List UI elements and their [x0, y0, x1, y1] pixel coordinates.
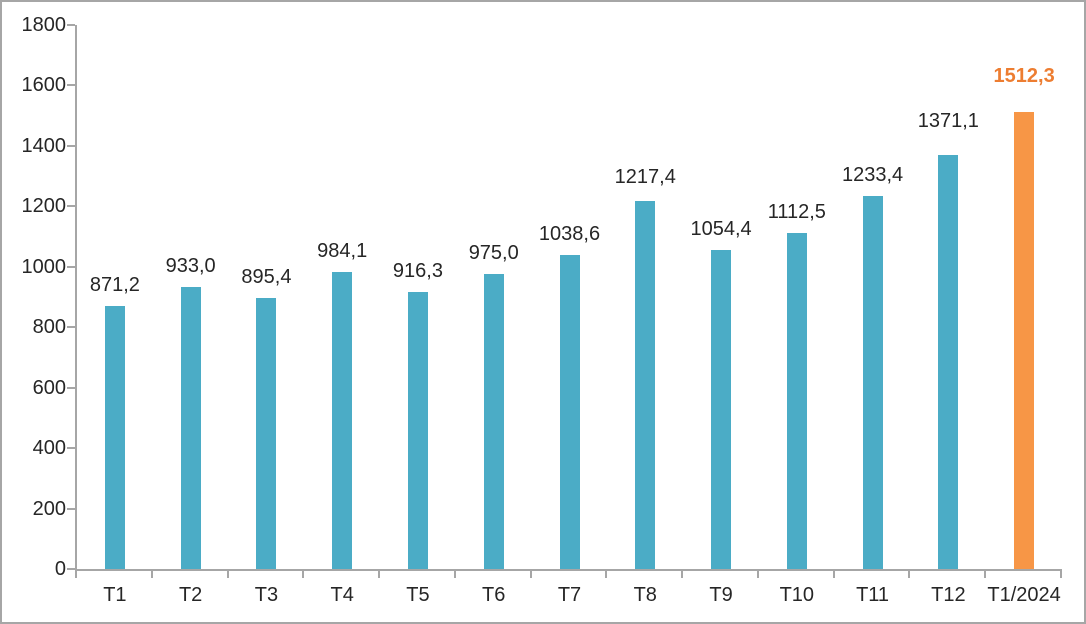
data-label-t1: 871,2 — [89, 273, 140, 296]
x-axis-label-t1-2024: T1/2024 — [987, 584, 1061, 606]
bar-t7 — [559, 255, 580, 569]
y-tick-label: 0 — [54, 558, 66, 580]
y-tick-label: 1600 — [21, 74, 67, 97]
data-label-t4: 984,1 — [317, 239, 368, 262]
x-tick-mark — [1060, 571, 1062, 578]
bar-t4 — [332, 271, 353, 569]
bar-t3 — [256, 298, 277, 569]
bar-t8 — [635, 201, 656, 569]
x-tick-mark — [756, 571, 759, 578]
data-label-t9: 1054,4 — [690, 218, 752, 241]
y-tick-mark — [67, 265, 75, 268]
bar-t2 — [180, 287, 201, 569]
x-tick-mark — [453, 571, 456, 578]
x-axis-label-t8: T8 — [633, 584, 657, 606]
x-axis-label-t7: T7 — [557, 584, 582, 606]
x-axis-label-t3: T3 — [254, 584, 279, 606]
x-tick-mark — [75, 571, 77, 578]
y-tick-label: 200 — [32, 497, 66, 520]
y-tick-mark — [67, 24, 75, 26]
x-axis-label-t1: T1 — [103, 584, 127, 606]
y-axis-line — [75, 25, 77, 576]
data-label-t11: 1233,4 — [841, 164, 904, 187]
bar-t5 — [407, 292, 428, 569]
y-tick-label: 1200 — [21, 195, 67, 218]
x-tick-mark — [150, 571, 153, 578]
y-tick-mark — [67, 205, 75, 208]
data-label-t3: 895,4 — [241, 266, 292, 289]
x-tick-mark — [529, 571, 532, 578]
x-tick-mark — [832, 571, 835, 578]
bar-t10 — [786, 232, 807, 569]
x-axis-label-t12: T12 — [931, 584, 966, 606]
data-label-t12: 1371,1 — [917, 109, 979, 132]
x-axis-label-t11: T11 — [856, 584, 890, 606]
data-label-t10: 1112,5 — [767, 200, 826, 223]
x-axis-label-t5: T5 — [406, 584, 430, 606]
x-tick-mark — [302, 571, 305, 578]
y-tick-label: 1800 — [21, 14, 67, 36]
data-label-t2: 933,0 — [165, 255, 216, 278]
bar-t12 — [938, 154, 959, 569]
bar-t11 — [862, 196, 883, 569]
y-tick-mark — [67, 144, 75, 147]
x-axis-line — [75, 569, 1062, 571]
data-label-t1-2024: 1512,3 — [993, 64, 1055, 87]
x-tick-mark — [681, 571, 684, 578]
x-axis-label-t9: T9 — [709, 584, 733, 606]
bar-t1-2024 — [1014, 111, 1035, 569]
x-axis-label-t4: T4 — [330, 584, 354, 606]
y-tick-mark — [67, 84, 75, 87]
x-axis-label-t10: T10 — [779, 584, 815, 606]
bar-t9 — [711, 250, 732, 569]
x-axis-label-t2: T2 — [178, 584, 203, 606]
y-tick-label: 600 — [32, 376, 66, 399]
y-tick-mark — [67, 507, 75, 510]
y-tick-mark — [67, 568, 75, 570]
y-tick-label: 1400 — [21, 134, 67, 157]
data-label-t5: 916,3 — [392, 260, 443, 283]
x-tick-mark — [378, 571, 381, 578]
x-axis-label-t6: T6 — [482, 584, 506, 606]
y-tick-label: 800 — [32, 316, 66, 339]
data-label-t7: 1038,6 — [538, 223, 601, 246]
bar-t1 — [104, 305, 125, 569]
x-tick-mark — [605, 571, 608, 578]
x-tick-mark — [984, 571, 987, 578]
bar-t6 — [483, 274, 504, 569]
y-tick-mark — [67, 386, 75, 389]
y-tick-mark — [67, 447, 75, 450]
data-label-t8: 1217,4 — [614, 166, 676, 189]
x-tick-mark — [908, 571, 911, 578]
y-tick-mark — [67, 326, 75, 329]
y-tick-label: 1000 — [21, 255, 67, 278]
y-tick-label: 400 — [32, 437, 66, 460]
x-tick-mark — [226, 571, 229, 578]
data-label-t6: 975,0 — [468, 242, 519, 265]
